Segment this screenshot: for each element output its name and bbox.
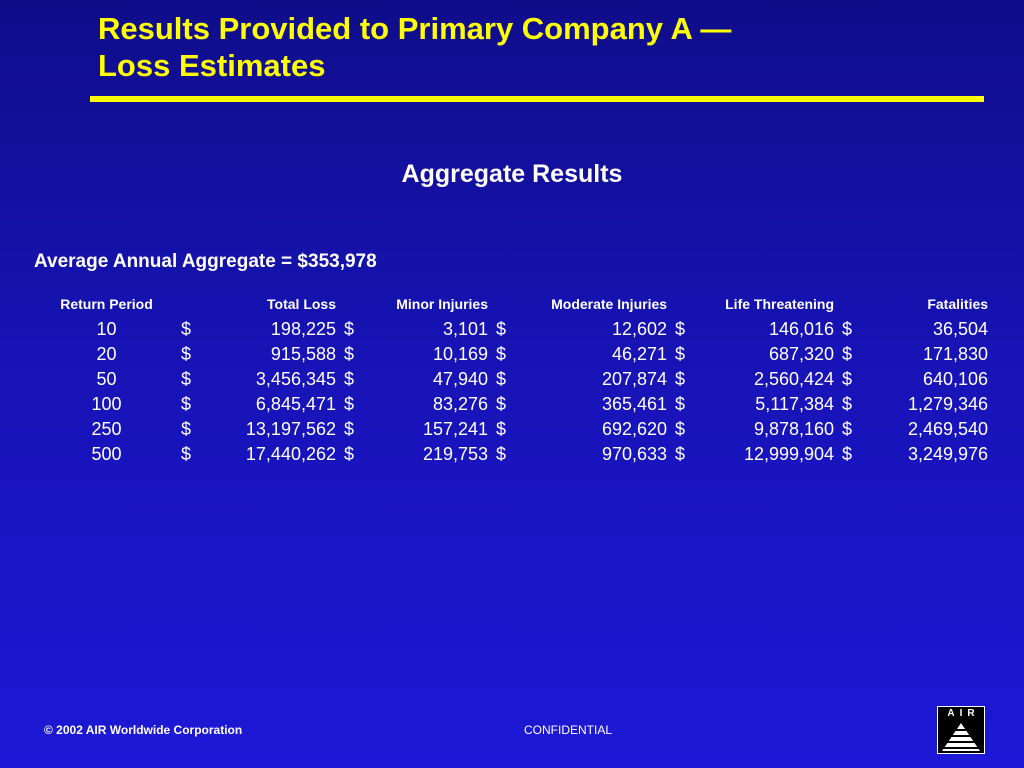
minor-injuries-cell: 219,753 (422, 444, 489, 464)
currency-symbol: $ (181, 369, 192, 389)
section-title: Aggregate Results (401, 160, 623, 188)
fatalities-cell: 3,249,976 (907, 444, 989, 464)
return-period-cell: 100 (91, 394, 122, 414)
currency-symbol: $ (842, 394, 853, 414)
currency-symbol: $ (842, 319, 853, 339)
total-loss-cell: 13,197,562 (245, 419, 336, 439)
currency-symbol: $ (344, 319, 355, 339)
slide-title: Results Provided to Primary Company A — … (98, 10, 731, 84)
total-loss-cell: 6,845,471 (255, 394, 336, 414)
life-threatening-cell: 5,117,384 (755, 394, 835, 414)
column-header-moderate-injuries: Moderate Injuries (551, 296, 668, 312)
return-period-cell: 20 (96, 344, 117, 364)
return-period-cell: 50 (96, 369, 117, 389)
column-header-fatalities: Fatalities (927, 296, 989, 312)
fatalities-cell: 640,106 (922, 369, 989, 389)
table-row: 50 $ 3,456,345 $ 47,940 $ 207,874 $ 2,56… (34, 367, 994, 392)
currency-symbol: $ (496, 419, 507, 439)
average-annual-aggregate: Average Annual Aggregate = $353,978 (34, 251, 377, 272)
table-row: 20 $ 915,588 $ 10,169 $ 46,271 $ 687,320… (34, 342, 994, 367)
confidential-label: CONFIDENTIAL (524, 723, 613, 737)
currency-symbol: $ (842, 369, 853, 389)
fatalities-cell: 171,830 (922, 344, 989, 364)
moderate-injuries-cell: 365,461 (601, 394, 668, 414)
life-threatening-cell: 12,999,904 (743, 444, 835, 464)
currency-symbol: $ (181, 344, 192, 364)
logo-text: AIR (947, 708, 980, 719)
minor-injuries-cell: 157,241 (422, 419, 489, 439)
total-loss-cell: 198,225 (270, 319, 336, 339)
life-threatening-cell: 9,878,160 (753, 419, 835, 439)
currency-symbol: $ (344, 369, 355, 389)
loss-estimates-table: Return Period Total Loss Minor Injuries … (34, 291, 994, 467)
moderate-injuries-cell: 46,271 (611, 344, 668, 364)
currency-symbol: $ (842, 344, 853, 364)
total-loss-cell: 915,588 (270, 344, 336, 364)
currency-symbol: $ (496, 344, 507, 364)
column-header-minor-injuries: Minor Injuries (396, 296, 489, 312)
minor-injuries-cell: 83,276 (432, 394, 489, 414)
table-row: 500 $ 17,440,262 $ 219,753 $ 970,633 $ 1… (34, 442, 994, 467)
currency-symbol: $ (675, 419, 686, 439)
currency-symbol: $ (842, 419, 853, 439)
currency-symbol: $ (842, 444, 853, 464)
currency-symbol: $ (344, 344, 355, 364)
table-row: 250 $ 13,197,562 $ 157,241 $ 692,620 $ 9… (34, 417, 994, 442)
currency-symbol: $ (181, 444, 192, 464)
moderate-injuries-cell: 207,874 (601, 369, 668, 389)
minor-injuries-cell: 3,101 (442, 319, 489, 339)
fatalities-cell: 36,504 (932, 319, 989, 339)
currency-symbol: $ (496, 319, 507, 339)
total-loss-cell: 3,456,345 (255, 369, 336, 389)
currency-symbol: $ (496, 369, 507, 389)
air-logo: AIR (937, 706, 985, 754)
currency-symbol: $ (344, 444, 355, 464)
slide-title-line-1: Results Provided to Primary Company A — (98, 11, 732, 46)
moderate-injuries-cell: 692,620 (601, 419, 668, 439)
return-period-cell: 250 (91, 419, 122, 439)
return-period-cell: 10 (96, 319, 117, 339)
currency-symbol: $ (181, 394, 192, 414)
moderate-injuries-cell: 12,602 (611, 319, 668, 339)
table-row: 100 $ 6,845,471 $ 83,276 $ 365,461 $ 5,1… (34, 392, 994, 417)
currency-symbol: $ (675, 344, 686, 364)
table-header-row: Return Period Total Loss Minor Injuries … (34, 291, 994, 317)
total-loss-cell: 17,440,262 (245, 444, 336, 464)
fatalities-cell: 1,279,346 (907, 394, 989, 414)
life-threatening-cell: 2,560,424 (753, 369, 835, 389)
minor-injuries-cell: 10,169 (432, 344, 489, 364)
life-threatening-cell: 146,016 (768, 319, 835, 339)
table-row: 10 $ 198,225 $ 3,101 $ 12,602 $ 146,016 … (34, 317, 994, 342)
currency-symbol: $ (344, 394, 355, 414)
column-header-return-period: Return Period (60, 296, 153, 312)
currency-symbol: $ (496, 444, 507, 464)
currency-symbol: $ (496, 394, 507, 414)
currency-symbol: $ (675, 369, 686, 389)
currency-symbol: $ (181, 319, 192, 339)
copyright-notice: © 2002 AIR Worldwide Corporation (44, 723, 243, 737)
air-pyramid-logo-icon (941, 723, 981, 751)
fatalities-cell: 2,469,540 (907, 419, 989, 439)
column-header-total-loss: Total Loss (267, 296, 336, 312)
column-header-life-threatening: Life Threatening (725, 296, 835, 312)
currency-symbol: $ (675, 319, 686, 339)
currency-symbol: $ (344, 419, 355, 439)
currency-symbol: $ (181, 419, 192, 439)
life-threatening-cell: 687,320 (768, 344, 835, 364)
currency-symbol: $ (675, 444, 686, 464)
return-period-cell: 500 (91, 444, 122, 464)
moderate-injuries-cell: 970,633 (601, 444, 668, 464)
title-divider (90, 96, 984, 102)
minor-injuries-cell: 47,940 (432, 369, 489, 389)
currency-symbol: $ (675, 394, 686, 414)
slide-title-line-2: Loss Estimates (98, 48, 326, 83)
